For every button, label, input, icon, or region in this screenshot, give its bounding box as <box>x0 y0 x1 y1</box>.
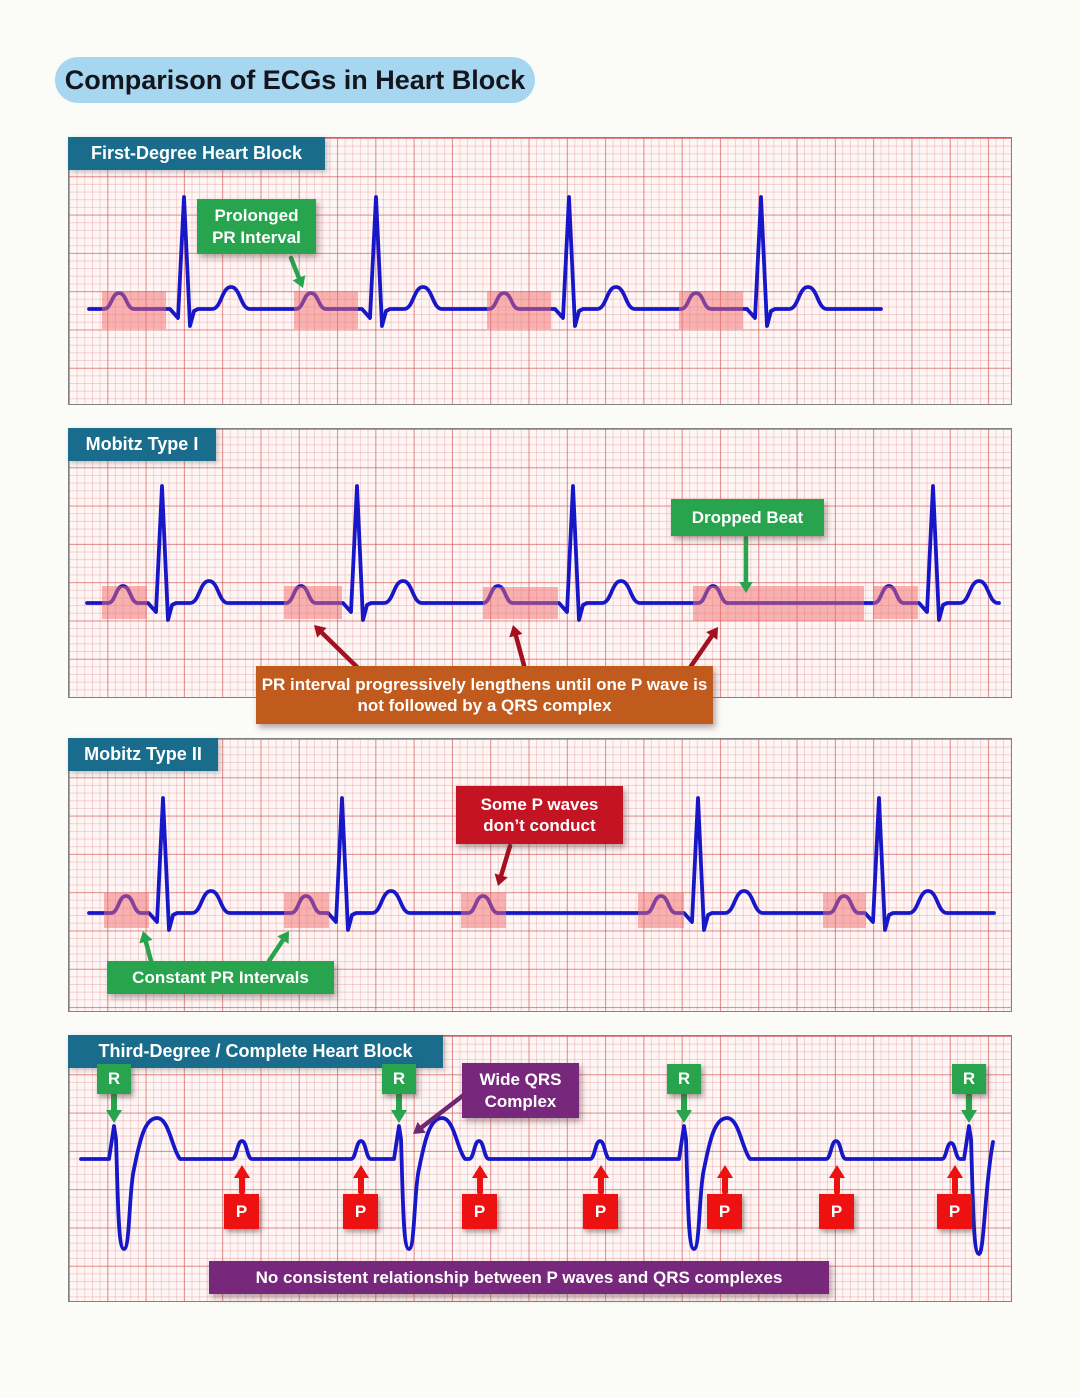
annotation-arrowhead <box>277 931 289 944</box>
pr-interval-highlight <box>104 893 149 928</box>
annotation-arrowhead <box>509 625 523 638</box>
annotation-arrowhead <box>828 1165 846 1178</box>
annotation-arrow <box>266 937 286 964</box>
annotation-arrow <box>143 939 154 964</box>
panel-header-mobitz-1: Mobitz Type I <box>68 428 216 461</box>
label-dropped-beat: Dropped Beat <box>671 499 824 536</box>
ecg-strip-mobitz-2 <box>87 796 996 964</box>
pr-interval-highlight <box>679 291 743 329</box>
annotation-arrowhead <box>494 873 508 886</box>
panel-third-degree: Third-Degree / Complete Heart Block R R … <box>68 1035 1012 1302</box>
annotation-arrowhead <box>105 1110 123 1123</box>
ecg-strip-first-degree <box>87 195 883 329</box>
r-wave-marker: R <box>667 1064 701 1094</box>
p-wave-marker: P <box>462 1194 497 1229</box>
annotation-arrow <box>419 1091 468 1130</box>
pr-interval-highlight <box>461 893 506 928</box>
label-wide-qrs-complex: Wide QRS Complex <box>462 1063 579 1118</box>
pr-interval-highlight <box>284 893 329 928</box>
label-prolonged-pr-interval: Prolonged PR Interval <box>197 199 316 254</box>
pr-interval-highlight <box>823 893 866 928</box>
panel-mobitz-type-1: Mobitz Type I Dropped Beat PR interval p… <box>68 428 1012 724</box>
annotation-arrowhead <box>592 1165 610 1178</box>
ecg-strip-third-degree <box>79 1091 995 1256</box>
r-wave-marker: R <box>382 1064 416 1094</box>
r-wave-marker: R <box>952 1064 986 1094</box>
pr-interval-highlight <box>638 893 684 928</box>
annotation-arrowhead <box>390 1110 408 1123</box>
page-title: Comparison of ECGs in Heart Block <box>55 57 535 103</box>
caption-mobitz-1: PR interval progressively lengthens unti… <box>256 666 713 724</box>
panel-first-degree: First-Degree Heart Block Prolonged PR In… <box>68 137 1012 405</box>
pr-interval-highlight <box>873 586 918 619</box>
pr-interval-highlight <box>487 291 551 329</box>
p-wave-marker: P <box>819 1194 854 1229</box>
annotation-arrowhead <box>675 1110 693 1123</box>
annotation-arrow <box>686 633 714 672</box>
annotation-arrowhead <box>139 931 153 944</box>
pr-interval-highlight <box>102 586 147 619</box>
p-wave-marker: P <box>224 1194 259 1229</box>
label-constant-pr-intervals: Constant PR Intervals <box>107 961 334 994</box>
p-wave-marker: P <box>707 1194 742 1229</box>
pr-interval-highlight <box>294 291 358 329</box>
annotation-arrowhead <box>413 1121 426 1134</box>
annotation-arrow <box>288 255 302 281</box>
annotation-arrowhead <box>739 582 753 593</box>
pr-interval-highlight <box>483 587 558 619</box>
panel-header-mobitz-2: Mobitz Type II <box>68 738 218 771</box>
panel-header-third-degree: Third-Degree / Complete Heart Block <box>68 1035 443 1068</box>
annotation-arrowhead <box>352 1165 370 1178</box>
annotation-arrowhead <box>314 625 327 638</box>
annotation-arrowhead <box>471 1165 489 1178</box>
p-wave-marker: P <box>343 1194 378 1229</box>
annotation-arrowhead <box>716 1165 734 1178</box>
annotation-arrowhead <box>233 1165 251 1178</box>
p-wave-marker: P <box>937 1194 972 1229</box>
annotation-arrow <box>319 630 362 672</box>
pr-interval-highlight <box>284 586 342 619</box>
p-wave-marker: P <box>583 1194 618 1229</box>
annotation-arrowhead <box>946 1165 964 1178</box>
r-wave-marker: R <box>97 1064 131 1094</box>
pr-interval-highlight <box>693 586 864 621</box>
caption-third-degree: No consistent relationship between P wav… <box>209 1261 829 1294</box>
annotation-arrowhead <box>292 275 306 288</box>
ecg-strip-mobitz-1 <box>85 484 1001 672</box>
ecg-waveform <box>79 1116 995 1256</box>
label-some-p-waves: Some P waves don’t conduct <box>456 786 623 844</box>
annotation-arrowhead <box>706 627 718 640</box>
pr-interval-highlight <box>102 291 166 329</box>
annotation-arrowhead <box>960 1110 978 1123</box>
panel-header-first-degree: First-Degree Heart Block <box>68 137 325 170</box>
panel-mobitz-type-2: Mobitz Type II Some P waves don’t conduc… <box>68 738 1012 1012</box>
annotation-arrow <box>513 633 528 672</box>
annotation-arrow <box>498 843 513 878</box>
